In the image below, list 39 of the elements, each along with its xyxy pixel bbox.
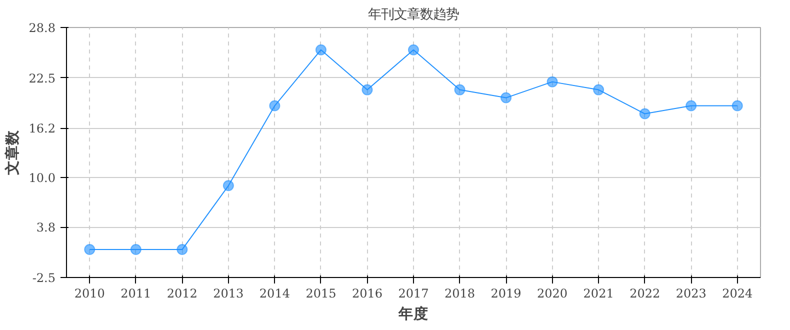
point (593, 84, 604, 96)
x-tick-label: 2019 (490, 286, 522, 300)
point (546, 76, 558, 88)
point (732, 100, 743, 112)
x-axis-title: 年度 (398, 304, 428, 322)
x-tick-label: 2014 (259, 286, 290, 300)
point (500, 92, 512, 104)
x-tick-label: 2021 (583, 286, 614, 300)
point (686, 100, 697, 112)
point (222, 180, 234, 192)
x-tick-label: 2012 (166, 286, 198, 300)
y-tick-label: 3.8 (36, 220, 56, 235)
point (84, 244, 96, 256)
y-tick-label: 10.0 (28, 171, 56, 186)
point (362, 84, 373, 96)
y-tick-label: -2.5 (32, 271, 56, 285)
y-tick-label: 22.5 (28, 71, 56, 86)
y-axis-title: 文章数 (2, 129, 21, 176)
point (130, 244, 142, 256)
x-tick-label: 2013 (213, 286, 244, 300)
x-tick-label: 2010 (74, 286, 105, 300)
point (315, 44, 326, 56)
point (454, 84, 466, 96)
point (408, 44, 419, 56)
x-tick-label: 2020 (537, 286, 568, 300)
x-tick-label: 2023 (676, 286, 706, 300)
y-tick-label: 16.2 (28, 122, 56, 136)
x-tick-label: 2018 (444, 286, 476, 300)
y-tick-label: 28.8 (28, 21, 56, 35)
x-tick-label: 2016 (352, 286, 383, 300)
x-tick-label: 2011 (120, 286, 152, 300)
point (269, 100, 280, 112)
x-tick-label: 2017 (398, 286, 429, 300)
point (176, 244, 188, 256)
point (639, 108, 650, 120)
x-tick-label: 2022 (630, 286, 660, 300)
chart-title: 年刊文章数趋势 (368, 8, 459, 22)
x-tick-label: 2024 (722, 286, 753, 300)
x-tick-label: 2015 (306, 286, 336, 300)
